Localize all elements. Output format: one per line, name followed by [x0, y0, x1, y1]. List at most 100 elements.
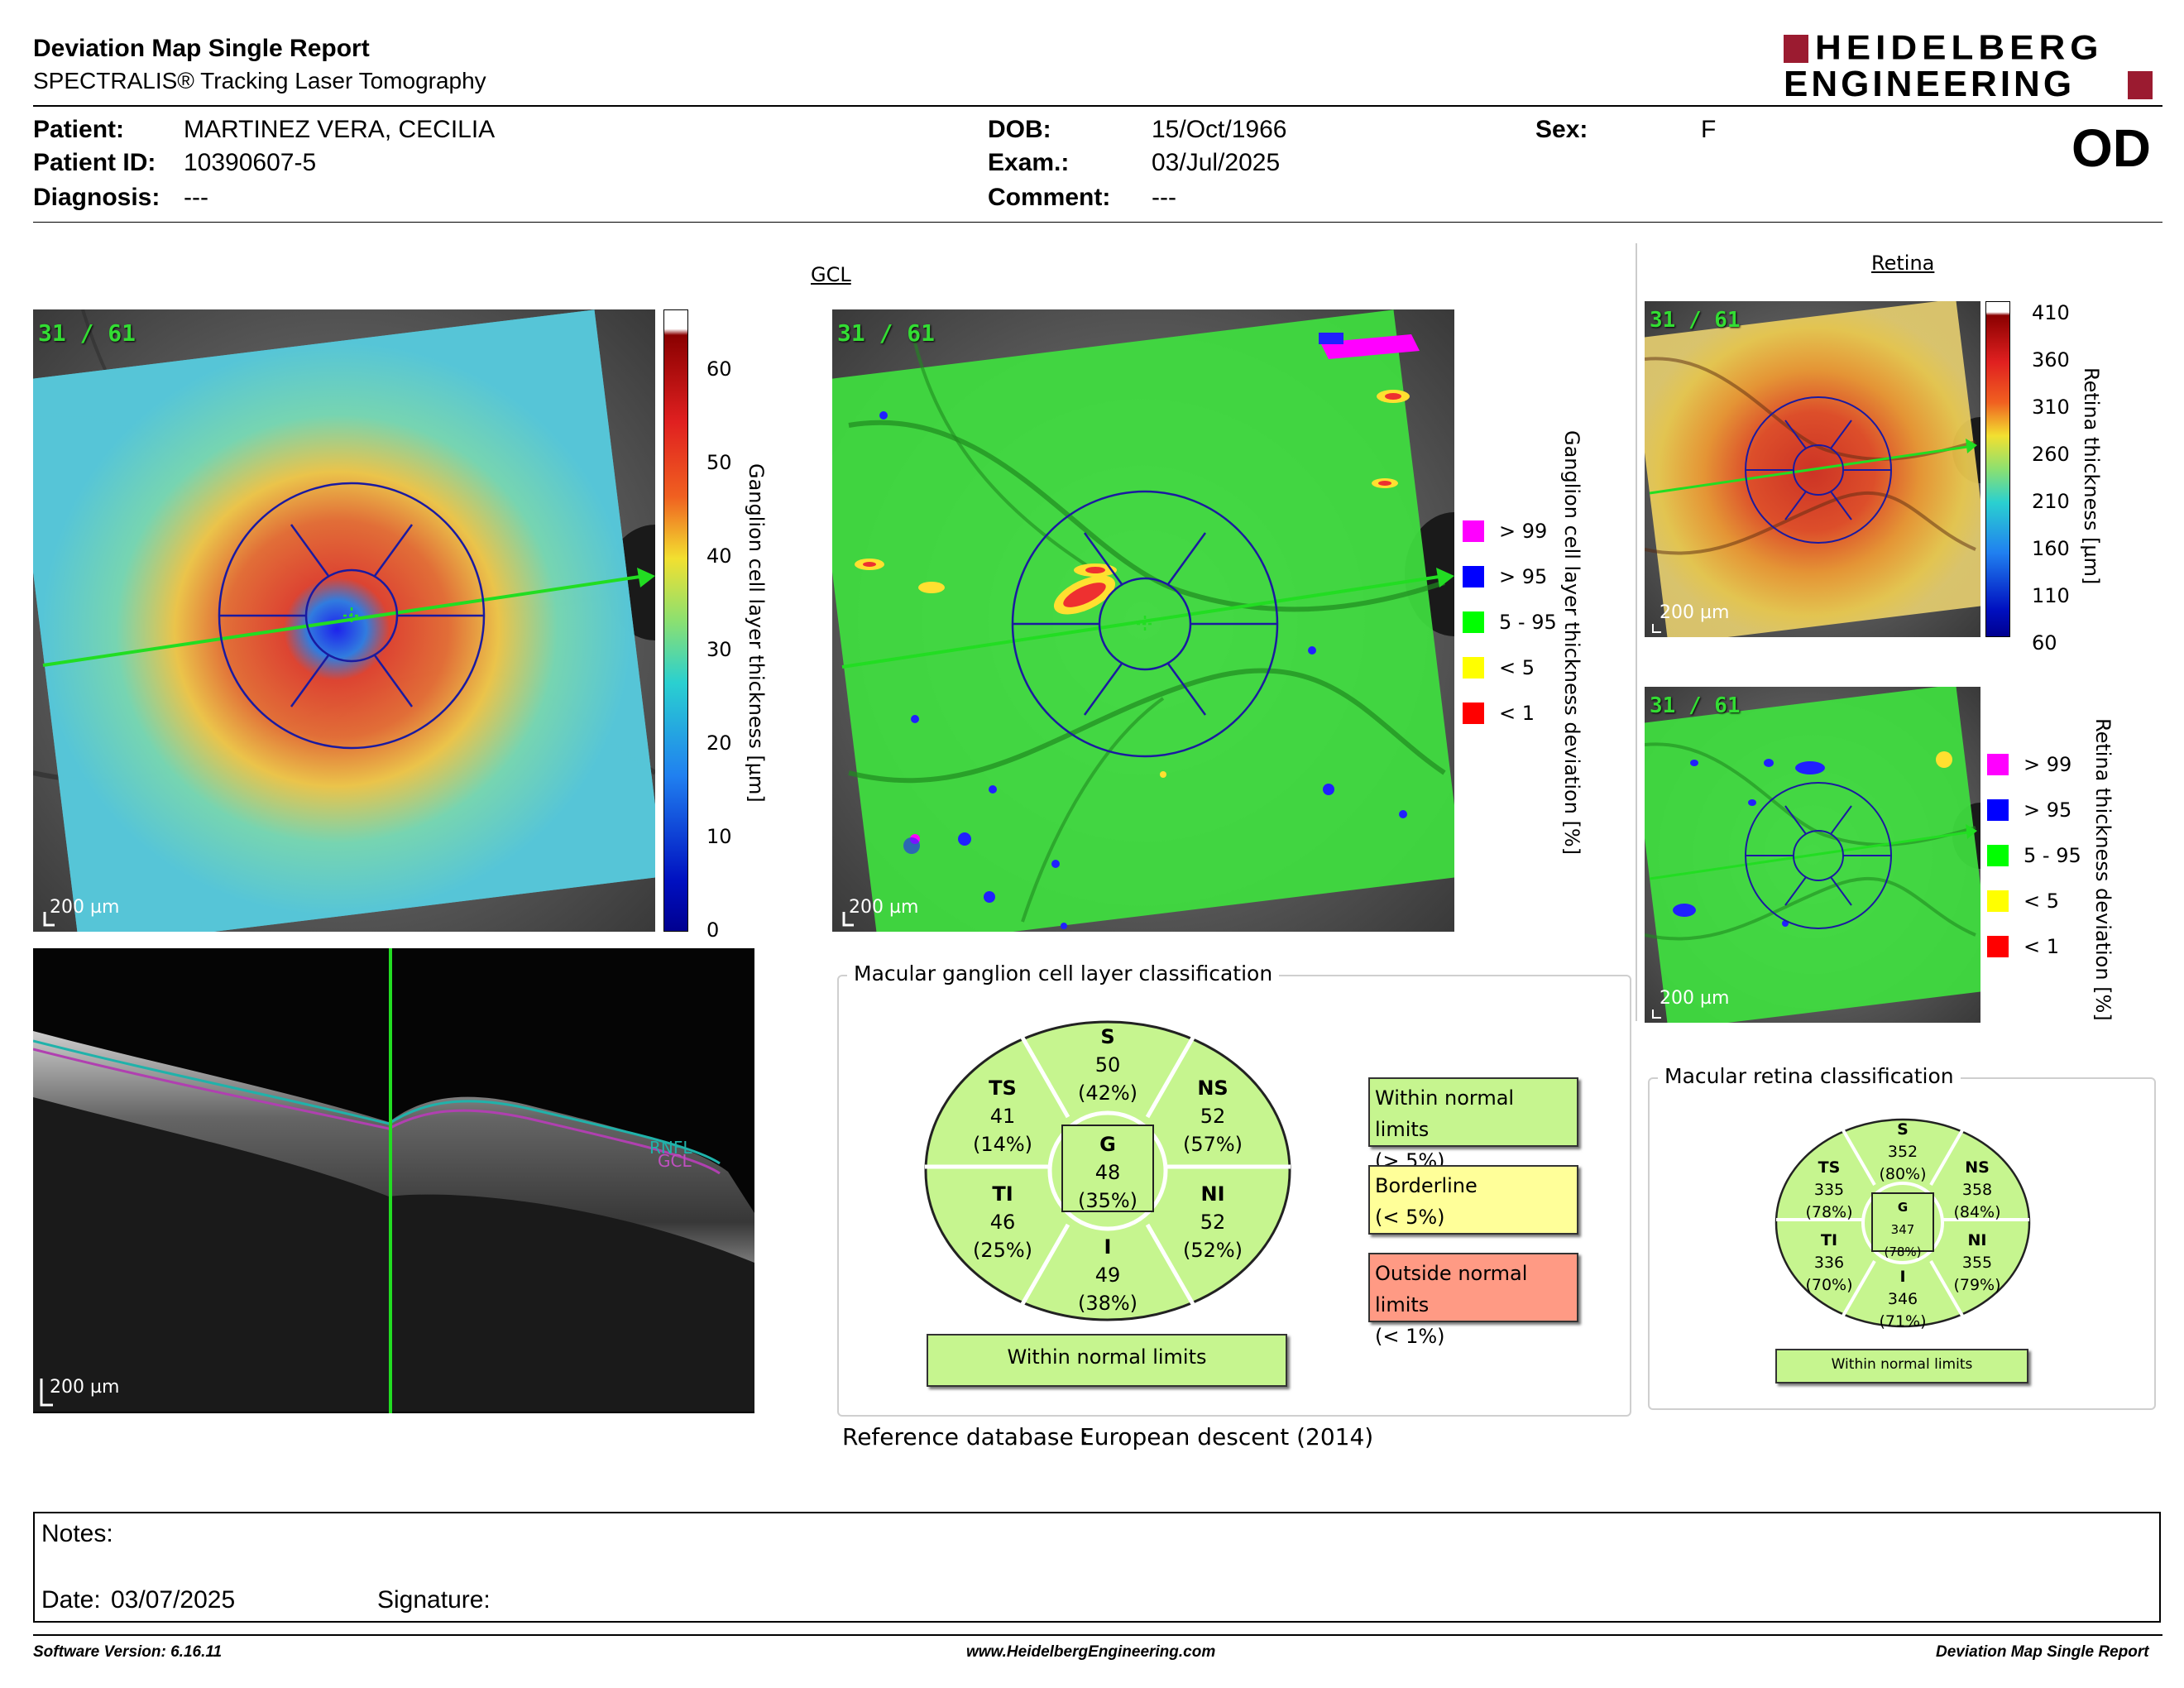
scale-bar-label: 200 µm [849, 897, 919, 918]
exam-date: 03/Jul/2025 [1152, 149, 1281, 176]
gcl-legend-item: 5 - 95 [1463, 611, 1557, 634]
retina-thickness-tick-label: 210 [2032, 490, 2070, 513]
retina-thickness-tick-label: 60 [2032, 631, 2057, 655]
gcl-deviation-map: 31 / 61 200 µm [832, 309, 1454, 932]
legend-swatch [1987, 754, 2009, 775]
retina-thickness-tick-label: 410 [2032, 301, 2070, 324]
legend-text: > 99 [1499, 520, 1548, 543]
retina-thickness-tick-label: 310 [2032, 396, 2070, 419]
eye-label: OD [2071, 118, 2151, 178]
website-link[interactable]: www.HeidelbergEngineering.com [966, 1643, 1216, 1661]
scale-bar-label: 200 µm [50, 897, 120, 918]
sector-label: TS [989, 1077, 1017, 1100]
notes-box[interactable]: Notes: Date: 03/07/2025 Signature: [33, 1512, 2161, 1623]
frame-counter: 31 / 61 [1650, 693, 1741, 718]
sector-value: 41 [989, 1105, 1016, 1128]
sector-percentile: (38%) [1077, 1292, 1138, 1315]
legend-text: < 1 [2024, 935, 2060, 958]
sector-label: NS [1197, 1077, 1228, 1100]
sector-value: 346 [1887, 1290, 1918, 1308]
legend-swatch [1463, 520, 1484, 542]
sector-percentile: (84%) [1953, 1203, 2001, 1221]
gcl-sector-i: I 49 (38%) [1050, 1233, 1166, 1317]
dob-value: 15/Oct/1966 [1152, 116, 1287, 143]
sector-value: 52 [1200, 1211, 1226, 1234]
retina-sector-s: S 352 (80%) [1845, 1119, 1961, 1186]
retina-deviation-map: 31 / 61 200 µm [1645, 687, 1980, 1023]
sector-label: NI [1200, 1182, 1225, 1206]
comment-value: --- [1152, 184, 1176, 211]
scale-bar-label: 200 µm [1660, 988, 1730, 1009]
retina-classification-result: Within normal limits [1775, 1349, 2028, 1383]
dob-label: DOB: [988, 116, 1051, 143]
sector-value: 347 [1890, 1222, 1915, 1237]
sector-label: TI [992, 1182, 1013, 1206]
retina-sector-ns: NS 358 (84%) [1919, 1157, 2035, 1224]
sector-percentile: (71%) [1879, 1312, 1927, 1331]
legend-line1: Borderline [1375, 1174, 1478, 1197]
notes-label: Notes: [41, 1520, 113, 1547]
sector-percentile: (25%) [972, 1239, 1033, 1262]
sector-label: NI [1967, 1231, 1987, 1249]
report-subtitle: SPECTRALIS® Tracking Laser Tomography [33, 68, 486, 94]
legend-swatch [1987, 890, 2009, 912]
sector-percentile: (80%) [1879, 1165, 1927, 1183]
legend-text: > 99 [2024, 753, 2072, 776]
sector-percentile: (79%) [1953, 1276, 2001, 1294]
sector-percentile: (35%) [1077, 1189, 1138, 1212]
legend-swatch [1463, 611, 1484, 633]
gcl-sector-ns: NS 52 (57%) [1155, 1074, 1271, 1158]
sector-percentile: (52%) [1182, 1239, 1243, 1262]
retina-sector-i: I 346 (71%) [1845, 1266, 1961, 1333]
sector-value: 50 [1094, 1053, 1121, 1077]
legend-swatch [1463, 703, 1484, 724]
sector-value: 48 [1094, 1161, 1121, 1184]
sector-label: S [1100, 1025, 1115, 1048]
frame-counter: 31 / 61 [837, 319, 936, 347]
retina-thickness-axis-label: Retina thickness [µm] [2080, 367, 2103, 585]
gcl-sector-s: S 50 (42%) [1050, 1023, 1166, 1107]
sector-label: TI [1820, 1231, 1838, 1249]
sector-value: 355 [1961, 1254, 1993, 1272]
gcl-thickness-tick-label: 30 [706, 638, 732, 661]
exam-label: Exam.: [988, 149, 1070, 176]
gcl-thickness-colorbar [663, 309, 688, 932]
legend-swatch [1987, 799, 2009, 821]
retina-sector-g: G 347 (78%) [1845, 1196, 1961, 1264]
gcl-thickness-tick-label: 10 [706, 825, 732, 848]
report-title: Deviation Map Single Report [33, 35, 370, 62]
retina-thickness-tick-label: 160 [2032, 537, 2070, 560]
retina-sector-ni: NI 355 (79%) [1919, 1230, 2035, 1297]
bscan-layer-label-gcl: GCL [658, 1151, 692, 1171]
sector-value: 52 [1200, 1105, 1226, 1128]
legend-borderline: Borderline (< 5%) [1368, 1165, 1578, 1235]
diagnosis-label: Diagnosis: [33, 184, 160, 211]
retina-sector-ts: TS 335 (78%) [1771, 1157, 1887, 1224]
legend-text: 5 - 95 [1499, 611, 1557, 634]
frame-counter: 31 / 61 [1650, 308, 1741, 333]
date-value: 03/07/2025 [111, 1586, 236, 1614]
signature-label: Signature: [377, 1586, 491, 1614]
retina-classification-title: Macular retina classification [1658, 1064, 1961, 1088]
legend-text: > 95 [1499, 565, 1548, 588]
gcl-sector-ts: TS 41 (14%) [945, 1074, 1061, 1158]
sector-percentile: (70%) [1805, 1276, 1853, 1294]
retina-legend-item: < 5 [1987, 890, 2059, 913]
sector-label: NS [1965, 1158, 1990, 1177]
gcl-sector-g: G 48 (35%) [1050, 1130, 1166, 1215]
gcl-legend-item: > 95 [1463, 565, 1547, 588]
sector-percentile: (78%) [1884, 1244, 1922, 1259]
gcl-thickness-tick-label: 50 [706, 451, 732, 474]
retina-sector-ti: TI 336 (70%) [1771, 1230, 1887, 1297]
gcl-classification-chart [923, 1019, 1292, 1322]
legend-text: < 5 [1499, 656, 1535, 679]
gcl-legend-item: < 1 [1463, 702, 1535, 725]
gcl-thickness-tick-label: 20 [706, 731, 732, 755]
sector-percentile: (78%) [1805, 1203, 1853, 1221]
section-retina-label: Retina [1871, 252, 1935, 275]
patient-id-label: Patient ID: [33, 149, 156, 176]
gcl-legend-item: > 99 [1463, 520, 1547, 543]
bscan-layer-label-rnfl: RNFL [649, 1138, 692, 1158]
sector-value: 352 [1887, 1143, 1918, 1161]
sector-label: I [1899, 1268, 1906, 1286]
